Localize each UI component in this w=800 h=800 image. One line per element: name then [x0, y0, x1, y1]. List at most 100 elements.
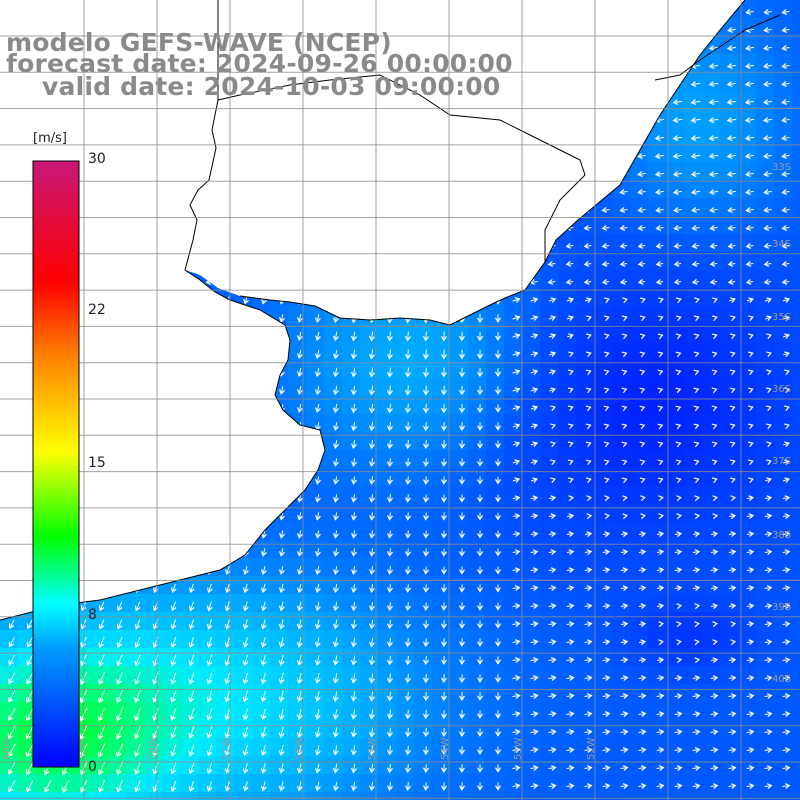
speed-cell [324, 666, 342, 684]
wind-arrow [762, 99, 772, 106]
speed-cell [774, 630, 792, 648]
speed-cell [324, 504, 342, 522]
wind-arrow [654, 171, 665, 178]
speed-cell [360, 468, 378, 486]
speed-cell [738, 378, 756, 396]
speed-cell [162, 648, 180, 666]
wind-arrow [657, 441, 664, 448]
wind-arrow [726, 135, 737, 142]
speed-cell [594, 702, 612, 720]
wind-arrow [730, 495, 737, 502]
speed-cell [180, 756, 198, 774]
wind-arrow [25, 725, 34, 740]
wind-arrow [530, 423, 539, 430]
wind-arrow [710, 711, 719, 718]
wind-arrow [351, 530, 357, 539]
speed-cell [792, 306, 800, 324]
wind-arrow [25, 707, 34, 722]
speed-cell [18, 756, 36, 774]
speed-cell [396, 756, 414, 774]
wind-arrow [763, 207, 772, 213]
wind-arrow [530, 549, 539, 556]
speed-cell [594, 216, 612, 234]
wind-arrow [729, 423, 736, 430]
wind-arrow [170, 601, 177, 612]
speed-cell [756, 576, 774, 594]
speed-cell [36, 792, 54, 800]
wind-arrow [621, 351, 628, 358]
wind-arrow [441, 530, 448, 539]
speed-cell [576, 702, 594, 720]
speed-cell [396, 612, 414, 630]
wind-arrow [26, 637, 33, 648]
speed-cell [666, 180, 684, 198]
speed-cell [774, 54, 792, 72]
speed-cell [486, 468, 504, 486]
wind-arrow [676, 513, 683, 520]
wind-arrow [170, 725, 177, 739]
wind-arrow [26, 654, 34, 667]
speed-cell [702, 540, 720, 558]
speed-cell [702, 468, 720, 486]
colorbar-tick-15: 15 [88, 455, 106, 471]
wind-arrow [691, 207, 700, 213]
lon-label: 55W [367, 737, 378, 760]
wind-arrow [134, 654, 141, 667]
speed-cell [594, 594, 612, 612]
wind-arrow [782, 531, 791, 538]
speed-cell [162, 612, 180, 630]
wind-arrow [224, 654, 231, 667]
wind-arrow [530, 693, 539, 699]
speed-cell [432, 432, 450, 450]
speed-cell [630, 558, 648, 576]
wind-arrow [781, 189, 790, 195]
wind-arrow [746, 531, 755, 538]
speed-cell [342, 342, 360, 360]
speed-cell [342, 468, 360, 486]
speed-cell [756, 756, 774, 774]
wind-arrow [637, 207, 646, 213]
speed-cell [306, 558, 324, 576]
wind-arrow [333, 530, 339, 539]
wind-arrow [674, 549, 683, 556]
speed-cell [648, 288, 666, 306]
wind-arrow [512, 441, 521, 447]
wind-arrow [728, 729, 737, 736]
wind-arrow [369, 566, 375, 575]
wind-arrow [440, 728, 447, 738]
wind-arrow [548, 747, 557, 753]
speed-cell [792, 108, 800, 126]
wind-arrow [405, 530, 412, 539]
wind-arrow [781, 153, 790, 159]
speed-cell [486, 576, 504, 594]
wind-arrow [619, 242, 628, 249]
speed-cell [432, 702, 450, 720]
wind-arrow [422, 458, 429, 467]
wind-arrow [656, 765, 665, 772]
speed-cell [612, 468, 630, 486]
speed-cell [270, 774, 288, 792]
wind-arrow [727, 225, 736, 231]
wind-arrow [694, 639, 700, 646]
wind-arrow [764, 513, 773, 520]
wind-arrow [476, 313, 484, 324]
speed-cell [540, 306, 558, 324]
speed-cell [576, 432, 594, 450]
speed-cell [522, 648, 540, 666]
wind-arrow [548, 693, 557, 699]
wind-arrow [727, 27, 736, 34]
speed-cell [414, 378, 432, 396]
wind-arrow [188, 762, 195, 775]
speed-cell [594, 504, 612, 522]
speed-cell [720, 756, 738, 774]
wind-arrow [314, 601, 321, 612]
wind-arrow [764, 657, 773, 664]
speed-cell [666, 378, 684, 396]
wind-arrow [530, 675, 539, 681]
wind-arrow [763, 278, 772, 285]
speed-cell [612, 270, 630, 288]
speed-cell [126, 630, 144, 648]
speed-cell [792, 468, 800, 486]
wind-arrow [710, 729, 719, 736]
speed-cell [720, 72, 738, 90]
